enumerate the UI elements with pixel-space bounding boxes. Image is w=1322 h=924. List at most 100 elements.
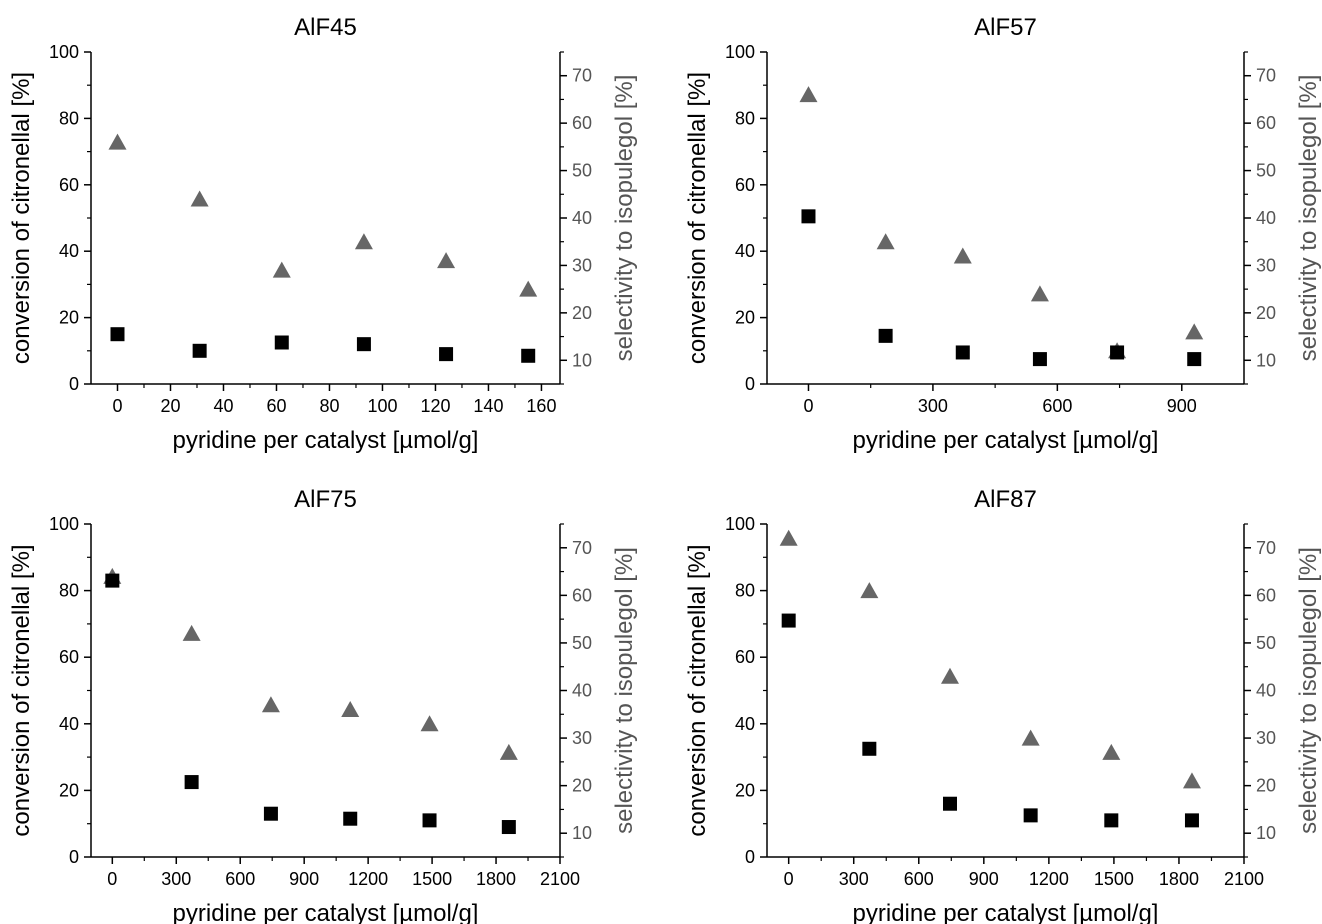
x-tick-label: 600 [1042,396,1072,416]
conversion-point [862,741,877,756]
y2-tick-label: 40 [572,681,592,701]
y2-tick-label: 30 [572,255,592,275]
y2-tick-label: 10 [572,350,592,370]
y2-tick-label: 10 [572,823,592,843]
x-tick-label: 0 [803,396,813,416]
y-tick-label: 40 [59,714,79,734]
x-tick-label: 900 [969,869,999,889]
x-tick-label: 60 [266,396,286,416]
selectivity-point [860,582,879,599]
chart-panel-alf45: AlF45 0 20 40 60 80 100 120 140 160 0 20 40 60 80 100 10… [8,14,638,454]
y2-tick-label: 50 [1256,633,1276,653]
y-tick-label: 80 [735,108,755,128]
x-tick-label: 300 [839,869,869,889]
y-tick-label: 20 [735,308,755,328]
selectivity-point [940,667,959,684]
x-tick-label: 100 [367,396,397,416]
x-tick-label: 900 [1167,396,1197,416]
y2-tick-label: 20 [1256,303,1276,323]
conversion-point [1023,808,1038,823]
selectivity-point [1185,323,1204,340]
y-tick-label: 40 [735,714,755,734]
x-tick-label: 0 [112,396,122,416]
y-tick-label: 100 [725,42,755,62]
conversion-point [184,775,199,790]
x-tick-label: 600 [225,869,255,889]
y2-axis-title: selectivity to isopulegol [%] [611,547,638,834]
y2-tick-label: 40 [1256,681,1276,701]
selectivity-point [261,696,280,713]
x-tick-label: 140 [473,396,503,416]
selectivity-point [182,624,201,641]
selectivity-point [876,233,895,250]
y2-tick-label: 50 [572,633,592,653]
x-tick-label: 1200 [1029,869,1069,889]
y2-tick-label: 70 [1256,66,1276,86]
x-tick-label: 2100 [1224,869,1264,889]
y2-tick-label: 20 [572,303,592,323]
y2-tick-label: 50 [572,161,592,181]
x-tick-label: 300 [161,869,191,889]
x-tick-label: 1500 [1094,869,1134,889]
y-tick-label: 40 [735,241,755,261]
y-axis-title: conversion of citronellal [%] [8,72,35,364]
selectivity-point [1102,743,1121,760]
conversion-point [356,337,371,352]
conversion-point [878,328,893,343]
x-tick-label: 0 [107,869,117,889]
y2-axis-title: selectivity to isopulegol [%] [1295,75,1322,362]
y2-tick-label: 70 [1256,538,1276,558]
x-axis-title: pyridine per catalyst [µmol/g] [853,900,1159,924]
x-axis-title: pyridine per catalyst [µmol/g] [173,900,479,924]
selectivity-point [499,743,518,760]
conversion-point [105,573,120,588]
y-tick-label: 0 [745,374,755,394]
y-tick-label: 100 [49,514,79,534]
y-tick-label: 100 [49,42,79,62]
y2-tick-label: 60 [1256,585,1276,605]
y2-tick-label: 60 [572,113,592,133]
conversion-point [192,343,207,358]
y-tick-label: 20 [59,308,79,328]
selectivity-point [190,190,209,207]
y2-tick-label: 30 [572,728,592,748]
conversion-point [422,813,437,828]
selectivity-point [779,529,798,546]
selectivity-point [437,252,456,269]
selectivity-point [1030,285,1049,302]
chart-panel-alf87: AlF87 0 300 600 900 1200 1500 1800 2100 0 20 40 60 80… [684,486,1322,924]
y-tick-label: 60 [735,175,755,195]
y2-tick-label: 40 [572,208,592,228]
y-tick-label: 0 [745,847,755,867]
y2-axis-title: selectivity to isopulegol [%] [1295,547,1322,834]
y-tick-label: 0 [69,847,79,867]
y2-tick-label: 60 [572,585,592,605]
conversion-point [942,796,957,811]
selectivity-point [799,86,818,103]
conversion-point [263,806,278,821]
x-axis-title: pyridine per catalyst [µmol/g] [173,427,479,454]
conversion-point [955,345,970,360]
x-tick-label: 1800 [476,869,516,889]
selectivity-point [1021,729,1040,746]
selectivity-point [1182,772,1201,789]
y-tick-label: 100 [725,514,755,534]
y-tick-label: 80 [735,581,755,601]
conversion-point [521,348,536,363]
conversion-point [343,811,358,826]
conversion-point [1187,352,1202,367]
chart-panel-alf75: AlF75 0 300 600 900 1200 1500 1800 2100 0 20 40 60 80… [8,486,638,924]
conversion-point [110,327,125,342]
selectivity-point [354,233,373,250]
y2-axis-title: selectivity to isopulegol [%] [611,75,638,362]
x-tick-label: 1800 [1159,869,1199,889]
x-axis-title: pyridine per catalyst [µmol/g] [853,427,1159,454]
conversion-point [1032,352,1047,367]
y2-tick-label: 70 [572,66,592,86]
conversion-point [501,820,516,835]
y-tick-label: 60 [59,175,79,195]
conversion-point [781,613,796,628]
y2-tick-label: 50 [1256,161,1276,181]
